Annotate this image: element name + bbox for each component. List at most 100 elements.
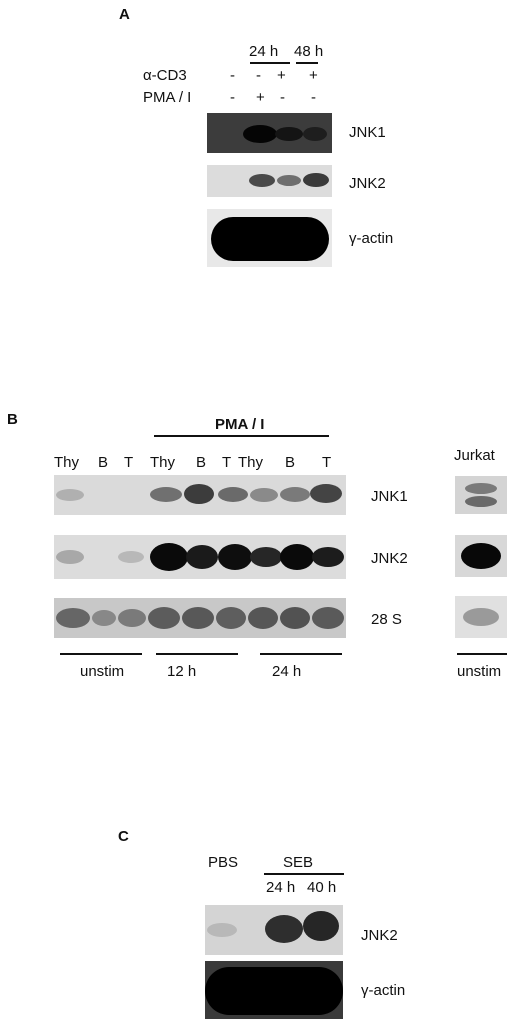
band <box>248 607 278 629</box>
band <box>118 551 144 563</box>
band <box>211 217 329 261</box>
panel-c-jnk2-blot <box>205 905 343 955</box>
panel-a-actin-blot <box>207 209 332 267</box>
band <box>280 487 310 502</box>
panel-a-pma-sign: - <box>311 89 316 106</box>
panel-b-jnk2-label: JNK2 <box>371 550 408 567</box>
panel-a-cd3-sign: + <box>277 67 286 84</box>
band <box>118 609 146 627</box>
band <box>465 496 497 507</box>
band <box>249 174 275 187</box>
band <box>243 125 277 143</box>
band <box>277 175 301 186</box>
band <box>303 911 339 941</box>
panel-b-lane-label: Thy <box>54 454 80 471</box>
panel-b-jurkat-group-unstim: unstim <box>457 663 502 680</box>
panel-b-jnk1-label: JNK1 <box>371 488 408 505</box>
panel-a-pma-sign: - <box>230 89 235 106</box>
panel-b-jnk2-blot <box>54 535 346 579</box>
panel-a-pma-sign: - <box>280 89 285 106</box>
band <box>186 545 218 569</box>
band <box>310 484 342 503</box>
band <box>182 607 214 629</box>
panel-a-jnk1-blot <box>207 113 332 153</box>
panel-b-lane-label: Thy <box>150 454 176 471</box>
panel-b-pma-header: PMA / I <box>215 416 265 433</box>
band <box>148 607 180 629</box>
panel-b-jurkat-unstim-rule <box>457 653 507 655</box>
band <box>465 483 497 494</box>
panel-a-actin-label: γ-actin <box>349 230 394 247</box>
panel-c-letter: C <box>118 828 129 845</box>
band <box>92 610 116 626</box>
panel-b-group-unstim: unstim <box>80 663 125 680</box>
panel-b-pma-rule <box>154 435 329 437</box>
panel-b-jurkat-label: Jurkat <box>454 447 495 464</box>
panel-b-12h-rule <box>156 653 238 655</box>
panel-c-actin-blot <box>205 961 343 1019</box>
band <box>218 487 248 502</box>
band <box>303 127 327 141</box>
band <box>312 607 344 629</box>
band <box>205 967 343 1015</box>
panel-c-jnk2-label: JNK2 <box>361 927 398 944</box>
panel-a-jnk2-label: JNK2 <box>349 175 386 192</box>
panel-b-28s-label: 28 S <box>371 611 402 628</box>
panel-a-jnk2-blot <box>207 165 332 197</box>
panel-a-time-24h: 24 h <box>249 43 279 60</box>
band <box>56 608 90 628</box>
panel-c-time-24h: 24 h <box>266 879 296 896</box>
band <box>250 488 278 502</box>
band <box>312 547 344 567</box>
panel-a-cd3-label: α-CD3 <box>143 67 187 84</box>
panel-c-seb-label: SEB <box>283 854 314 871</box>
panel-b-jnk1-blot <box>54 475 346 515</box>
panel-c-time-40h: 40 h <box>307 879 337 896</box>
panel-c-pbs-label: PBS <box>208 854 239 871</box>
panel-b-lane-label: T <box>124 454 134 471</box>
band <box>461 543 501 569</box>
panel-a-48h-rule <box>296 62 318 64</box>
panel-b-lane-label: B <box>98 454 109 471</box>
band <box>275 127 303 141</box>
panel-c-seb-rule <box>264 873 344 875</box>
band <box>207 923 237 937</box>
band <box>218 544 252 570</box>
band <box>280 544 314 570</box>
band <box>250 547 282 567</box>
band <box>216 607 246 629</box>
band <box>56 550 84 564</box>
panel-a-pma-sign: + <box>256 89 265 106</box>
band <box>303 173 329 187</box>
panel-b-lane-label: B <box>196 454 207 471</box>
panel-b-jurkat-28s-blot <box>455 596 507 638</box>
panel-a-cd3-sign: - <box>230 67 235 84</box>
panel-a-cd3-sign: - <box>256 67 261 84</box>
band <box>56 489 84 501</box>
panel-b-letter: B <box>7 411 18 428</box>
panel-a-pma-label: PMA / I <box>143 89 192 106</box>
band <box>265 915 303 943</box>
panel-b-lane-label: Thy <box>238 454 264 471</box>
band <box>184 484 214 504</box>
panel-b-28s-blot <box>54 598 346 638</box>
panel-a-letter: A <box>119 6 130 23</box>
panel-b-group-12h: 12 h <box>167 663 197 680</box>
panel-a-24h-rule <box>250 62 290 64</box>
band <box>150 487 182 502</box>
panel-a-cd3-sign: + <box>309 67 318 84</box>
panel-b-group-24h: 24 h <box>272 663 302 680</box>
panel-b-jurkat-jnk1-blot <box>455 476 507 514</box>
panel-b-unstim-rule <box>60 653 142 655</box>
panel-a-time-48h: 48 h <box>294 43 324 60</box>
band <box>463 608 499 626</box>
panel-c-actin-label: γ-actin <box>361 982 406 999</box>
panel-a-jnk1-label: JNK1 <box>349 124 386 141</box>
panel-b-24h-rule <box>260 653 342 655</box>
panel-b-jurkat-jnk2-blot <box>455 535 507 577</box>
panel-b-lane-label: T <box>222 454 232 471</box>
band <box>280 607 310 629</box>
band <box>150 543 188 571</box>
panel-b-lane-label: T <box>322 454 332 471</box>
panel-b-lane-label: B <box>285 454 296 471</box>
